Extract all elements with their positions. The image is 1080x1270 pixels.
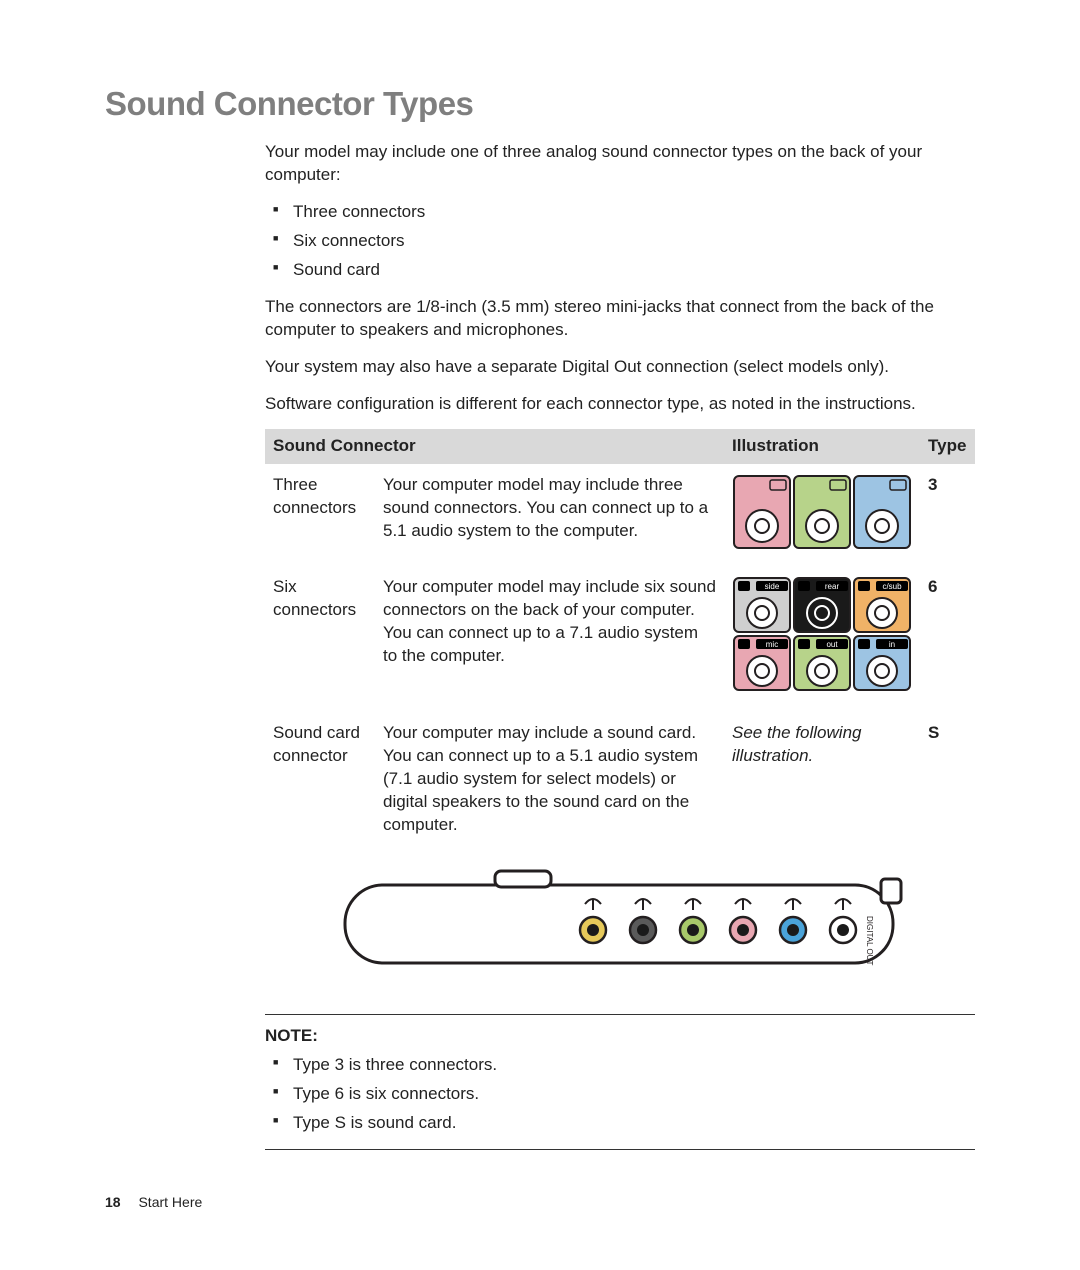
page-footer: 18 Start Here: [105, 1194, 202, 1210]
list-item: Three connectors: [265, 201, 975, 224]
three-connectors-icon: [732, 474, 912, 550]
paragraph: The connectors are 1/8-inch (3.5 mm) ste…: [265, 296, 975, 342]
six-connectors-illustration: side rear c/sub mic out in: [724, 566, 920, 712]
row-desc: Your computer may include a sound card. …: [375, 712, 724, 853]
list-item: Sound card: [265, 259, 975, 282]
row-type: 6: [920, 566, 975, 712]
svg-text:in: in: [889, 640, 895, 649]
list-item: Type S is sound card.: [265, 1112, 975, 1135]
svg-text:out: out: [826, 640, 838, 649]
table-row: Six connectors Your computer model may i…: [265, 566, 975, 712]
note-label: NOTE:: [265, 1025, 975, 1048]
row-type: 3: [920, 464, 975, 566]
svg-text:rear: rear: [825, 582, 840, 591]
connector-table: Sound Connector Illustration Type Three …: [265, 429, 975, 1006]
svg-text:mic: mic: [766, 640, 778, 649]
svg-text:c/sub: c/sub: [882, 582, 902, 591]
table-row: Sound card connector Your computer may i…: [265, 712, 975, 853]
page-title: Sound Connector Types: [105, 85, 975, 123]
row-name: Six connectors: [265, 566, 375, 712]
svg-text:side: side: [765, 582, 780, 591]
note-bullets: Type 3 is three connectors. Type 6 is si…: [265, 1054, 975, 1135]
row-name: Sound card connector: [265, 712, 375, 853]
row-illustration-ref: See the following illustration.: [724, 712, 920, 853]
divider: [265, 1149, 975, 1150]
intro-paragraph: Your model may include one of three anal…: [265, 141, 975, 187]
divider: [265, 1014, 975, 1015]
paragraph: Software configuration is different for …: [265, 393, 975, 416]
col-header-connector: Sound Connector: [265, 429, 724, 464]
list-item: Six connectors: [265, 230, 975, 253]
list-item: Type 3 is three connectors.: [265, 1054, 975, 1077]
page-number: 18: [105, 1194, 121, 1210]
col-header-illustration: Illustration: [724, 429, 920, 464]
content-body: Your model may include one of three anal…: [265, 141, 975, 1150]
sound-card-bracket-icon: DIGITAL OUT: [325, 863, 915, 983]
intro-bullets: Three connectors Six connectors Sound ca…: [265, 201, 975, 282]
table-row: Three connectors Your computer model may…: [265, 464, 975, 566]
row-desc: Your computer model may include six soun…: [375, 566, 724, 712]
row-desc: Your computer model may include three so…: [375, 464, 724, 566]
col-header-type: Type: [920, 429, 975, 464]
list-item: Type 6 is six connectors.: [265, 1083, 975, 1106]
row-name: Three connectors: [265, 464, 375, 566]
soundcard-illustration-row: DIGITAL OUT: [265, 853, 975, 1006]
row-type: S: [920, 712, 975, 853]
svg-text:DIGITAL OUT: DIGITAL OUT: [865, 916, 874, 965]
three-connectors-illustration: [724, 464, 920, 566]
six-connectors-icon: side rear c/sub mic out in: [732, 576, 912, 696]
paragraph: Your system may also have a separate Dig…: [265, 356, 975, 379]
section-name: Start Here: [138, 1194, 202, 1210]
